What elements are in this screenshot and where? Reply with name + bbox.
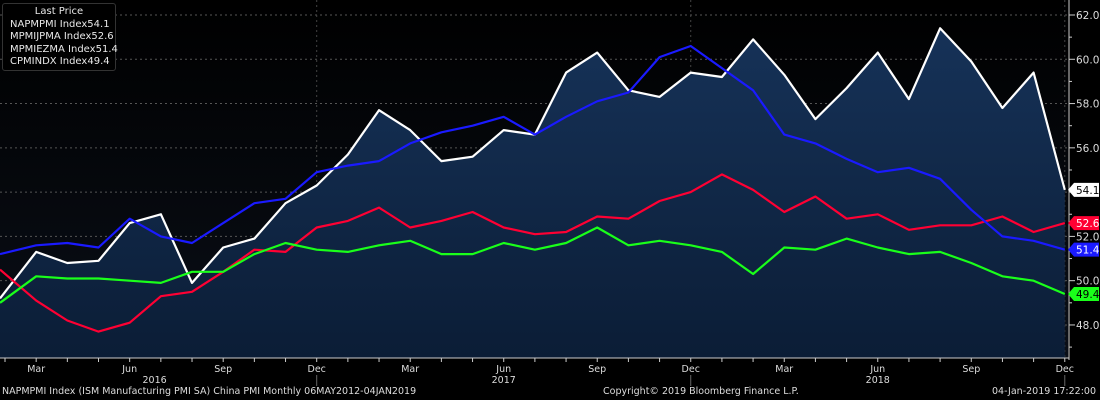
y-tick-label: 48.0 [1076,320,1099,332]
last-value-tag: 54.1 [1068,182,1099,197]
tag-shape [1068,182,1099,197]
x-tick-label: Sep [214,364,232,375]
lines-layer [0,27,1066,333]
legend-item: NAPMPMI Index 54.1 [3,18,115,31]
footer-timestamp: 04-Jan-2019 17:22:00 [992,386,1096,397]
x-tick-label: Sep [588,364,606,375]
tag-value: 49.4 [1076,289,1100,301]
legend-label: CPMINDX Index [10,56,88,68]
area-fill-napmpmi [0,28,1065,358]
legend-value: 49.4 [87,56,110,68]
x-tick-label: Dec [1056,364,1074,375]
y-tick-label: 50.0 [1076,276,1099,288]
x-tick-label: Mar [27,364,45,375]
last-value-tag: 49.4 [1068,286,1100,301]
x-tick-label: Dec [308,364,326,375]
x-tick-label: Jun [495,364,511,375]
legend-label: MPMIEZMA Index [10,43,96,55]
y-tick-label: 52.0 [1076,231,1099,243]
legend-label: NAPMPMI Index [10,18,88,30]
tag-value: 52.6 [1076,218,1100,230]
legend-label: MPMIJPMA Index [10,31,92,43]
tag-value: 54.1 [1076,185,1099,197]
tag-shape [1068,242,1099,257]
series-line-cpmindx [0,226,1066,304]
year-label: 2017 [492,375,516,386]
y-tick-label: 58.0 [1076,99,1099,111]
axes: 62.0 60.0 58.0 56.0 52.0 50.0 48.0 Mar Jun Sep Dec… [0,0,1099,386]
last-value-tag: 51.4 [1068,242,1100,257]
legend-value: 51.4 [95,43,118,55]
y-tick-label: 56.0 [1076,143,1099,155]
footer-description: NAPMPMI Index (ISM Manufacturing PMI SA)… [2,386,417,397]
x-tick-label: Dec [682,364,700,375]
tag-shape [1068,286,1099,301]
y-tick-label: 60.0 [1076,54,1099,66]
footer-copyright: Copyright© 2019 Bloomberg Finance L.P. [603,386,799,397]
tag-value: 51.4 [1076,245,1100,257]
last-value-tag: 52.6 [1068,216,1100,231]
x-tick-label: Sep [962,364,980,375]
year-label: 2016 [143,375,167,386]
x-tick-label: Jun [121,364,137,375]
legend: Last Price NAPMPMI Index 54.1 MPMIJPMA I… [2,3,118,71]
y-tick-label: 62.0 [1076,10,1099,22]
tag-shape [1068,216,1099,231]
legend-item: MPMIJPMA Index 52.6 [3,31,115,44]
x-tick-label: Mar [775,364,793,375]
year-label: 2018 [866,375,890,386]
last-value-tags: 54.1 52.6 51.4 49.4 [1068,182,1100,301]
series-line-mpmijpma [0,173,1066,333]
legend-value: 52.6 [91,31,114,43]
area-layer [0,28,1065,358]
x-tick-label: Jun [869,364,885,375]
x-tick-label: Mar [401,364,419,375]
legend-title: Last Price [34,6,84,17]
legend-value: 54.1 [87,18,110,30]
legend-item: CPMINDX Index 49.4 [3,56,115,69]
legend-item: MPMIEZMA Index 51.4 [3,43,118,56]
series-line-mpmiezma [0,44,1066,256]
